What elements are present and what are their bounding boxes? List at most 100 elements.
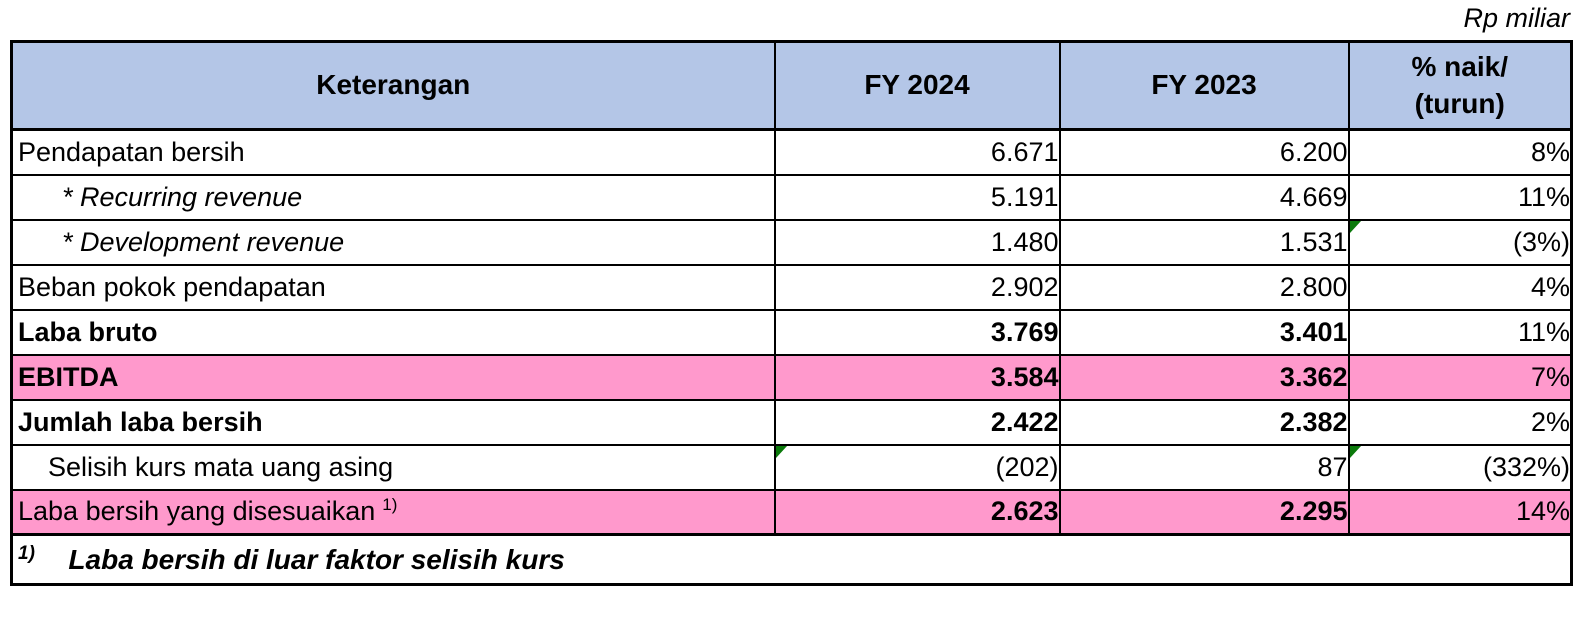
green-triangle-marker-icon bbox=[1350, 446, 1362, 459]
row-label: EBITDA bbox=[18, 361, 119, 392]
col-header-keterangan-label: Keterangan bbox=[316, 69, 471, 101]
fy2024-cell: 1.480 bbox=[773, 218, 1061, 266]
pct-cell: 11% bbox=[1347, 308, 1573, 356]
fy2023-cell: 3.401 bbox=[1058, 308, 1350, 356]
row-label-cell: Beban pokok pendapatan bbox=[10, 263, 776, 311]
table-row: Selisih kurs mata uang asing (202) 87 (3… bbox=[10, 443, 1573, 491]
table-row: Pendapatan bersih 6.671 6.200 8% bbox=[10, 128, 1573, 176]
row-label-cell: * Recurring revenue bbox=[10, 173, 776, 221]
row-label: Selisih kurs mata uang asing bbox=[48, 451, 394, 482]
pct-value: 7% bbox=[1530, 361, 1570, 392]
row-label-cell: EBITDA bbox=[10, 353, 776, 401]
pct-cell: 8% bbox=[1347, 128, 1573, 176]
table-row: Laba bruto 3.769 3.401 11% bbox=[10, 308, 1573, 356]
table-row: EBITDA 3.584 3.362 7% bbox=[10, 353, 1573, 401]
row-label: Pendapatan bersih bbox=[18, 136, 245, 167]
pct-cell: (3%) bbox=[1347, 218, 1573, 266]
row-label-cell: Selisih kurs mata uang asing bbox=[10, 443, 776, 491]
row-label: Jumlah laba bersih bbox=[18, 406, 263, 437]
row-label: Laba bersih yang disesuaikan bbox=[18, 496, 376, 527]
pct-cell: 11% bbox=[1347, 173, 1573, 221]
fy2024-cell: 2.623 bbox=[773, 488, 1061, 536]
table-row: Beban pokok pendapatan 2.902 2.800 4% bbox=[10, 263, 1573, 311]
pct-cell: 2% bbox=[1347, 398, 1573, 446]
fy2023-cell: 1.531 bbox=[1058, 218, 1350, 266]
row-label: Laba bruto bbox=[18, 316, 158, 347]
unit-label: Rp miliar bbox=[1463, 3, 1570, 33]
fy2023-cell: 2.295 bbox=[1058, 488, 1350, 536]
table-row: Jumlah laba bersih 2.422 2.382 2% bbox=[10, 398, 1573, 446]
col-header-fy2024-label: FY 2024 bbox=[864, 69, 970, 101]
pct-value: 8% bbox=[1530, 136, 1570, 167]
pct-cell: 4% bbox=[1347, 263, 1573, 311]
fy2024-value: 5.191 bbox=[990, 181, 1059, 212]
pct-value: 14% bbox=[1515, 496, 1570, 527]
table-row: * Recurring revenue 5.191 4.669 11% bbox=[10, 173, 1573, 221]
fy2023-value: 2.800 bbox=[1279, 271, 1348, 302]
pct-value: 11% bbox=[1517, 181, 1570, 212]
fy2024-cell: (202) bbox=[773, 443, 1061, 491]
fy2024-value: 2.902 bbox=[990, 271, 1059, 302]
col-header-fy2024: FY 2024 bbox=[773, 40, 1061, 131]
table-header: Keterangan FY 2024 FY 2023 % naik/ (turu… bbox=[10, 40, 1573, 131]
row-label-cell: Pendapatan bersih bbox=[10, 128, 776, 176]
fy2023-value: 1.531 bbox=[1279, 226, 1348, 257]
fy2024-value: 3.584 bbox=[990, 361, 1059, 392]
fy2024-value: 2.623 bbox=[990, 496, 1059, 527]
footnote-marker: 1) bbox=[18, 542, 35, 564]
col-header-pct: % naik/ (turun) bbox=[1347, 40, 1573, 131]
row-label: * Development revenue bbox=[62, 226, 345, 257]
col-header-fy2023-label: FY 2023 bbox=[1151, 69, 1257, 101]
pct-cell: (332%) bbox=[1347, 443, 1573, 491]
fy2024-value: 6.671 bbox=[990, 136, 1059, 167]
pct-cell: 7% bbox=[1347, 353, 1573, 401]
pct-value: 2% bbox=[1530, 406, 1570, 437]
fy2023-value: 87 bbox=[1317, 451, 1348, 482]
fy2024-value: 3.769 bbox=[990, 316, 1059, 347]
row-label: Beban pokok pendapatan bbox=[18, 271, 326, 302]
fy2023-cell: 2.800 bbox=[1058, 263, 1350, 311]
col-header-pct-line1: % naik/ bbox=[1411, 51, 1508, 83]
pct-cell: 14% bbox=[1347, 488, 1573, 536]
fy2024-cell: 2.902 bbox=[773, 263, 1061, 311]
col-header-pct-line2: (turun) bbox=[1414, 87, 1505, 119]
pct-value: 11% bbox=[1517, 316, 1570, 347]
footnote-cell: 1) Laba bersih di luar faktor selisih ku… bbox=[10, 533, 1573, 586]
pct-value: (332%) bbox=[1482, 451, 1570, 482]
fy2023-value: 2.382 bbox=[1279, 406, 1348, 437]
green-triangle-marker-icon bbox=[1350, 221, 1362, 234]
fy2024-value: (202) bbox=[995, 451, 1059, 482]
fy2023-cell: 6.200 bbox=[1058, 128, 1350, 176]
footnote-text: Laba bersih di luar faktor selisih kurs bbox=[68, 543, 565, 575]
fy2023-value: 6.200 bbox=[1279, 136, 1348, 167]
row-label-cell: * Development revenue bbox=[10, 218, 776, 266]
table-row: * Development revenue 1.480 1.531 (3%) bbox=[10, 218, 1573, 266]
green-triangle-marker-icon bbox=[776, 446, 788, 459]
fy2024-cell: 3.769 bbox=[773, 308, 1061, 356]
pct-value: (3%) bbox=[1512, 226, 1570, 257]
fy2023-value: 3.401 bbox=[1279, 316, 1348, 347]
table-row: Laba bersih yang disesuaikan 1) 2.623 2.2… bbox=[10, 488, 1573, 536]
fy2023-value: 3.362 bbox=[1279, 361, 1348, 392]
fy2023-cell: 3.362 bbox=[1058, 353, 1350, 401]
fy2024-cell: 2.422 bbox=[773, 398, 1061, 446]
financial-table: Keterangan FY 2024 FY 2023 % naik/ (turu… bbox=[10, 40, 1573, 586]
row-label: * Recurring revenue bbox=[62, 181, 303, 212]
pct-value: 4% bbox=[1530, 271, 1570, 302]
fy2023-cell: 2.382 bbox=[1058, 398, 1350, 446]
fy2024-value: 2.422 bbox=[990, 406, 1059, 437]
fy2023-value: 2.295 bbox=[1279, 496, 1348, 527]
footnote-row: 1) Laba bersih di luar faktor selisih ku… bbox=[10, 533, 1573, 586]
col-header-fy2023: FY 2023 bbox=[1058, 40, 1350, 131]
row-label-superscript: 1) bbox=[382, 495, 398, 515]
fy2023-cell: 4.669 bbox=[1058, 173, 1350, 221]
table-footer: 1) Laba bersih di luar faktor selisih ku… bbox=[10, 533, 1573, 586]
header-row: Keterangan FY 2024 FY 2023 % naik/ (turu… bbox=[10, 40, 1573, 131]
fy2023-value: 4.669 bbox=[1279, 181, 1348, 212]
fy2023-cell: 87 bbox=[1058, 443, 1350, 491]
fy2024-value: 1.480 bbox=[990, 226, 1059, 257]
fy2024-cell: 6.671 bbox=[773, 128, 1061, 176]
row-label-cell: Laba bruto bbox=[10, 308, 776, 356]
row-label-cell: Laba bersih yang disesuaikan 1) bbox=[10, 488, 776, 536]
